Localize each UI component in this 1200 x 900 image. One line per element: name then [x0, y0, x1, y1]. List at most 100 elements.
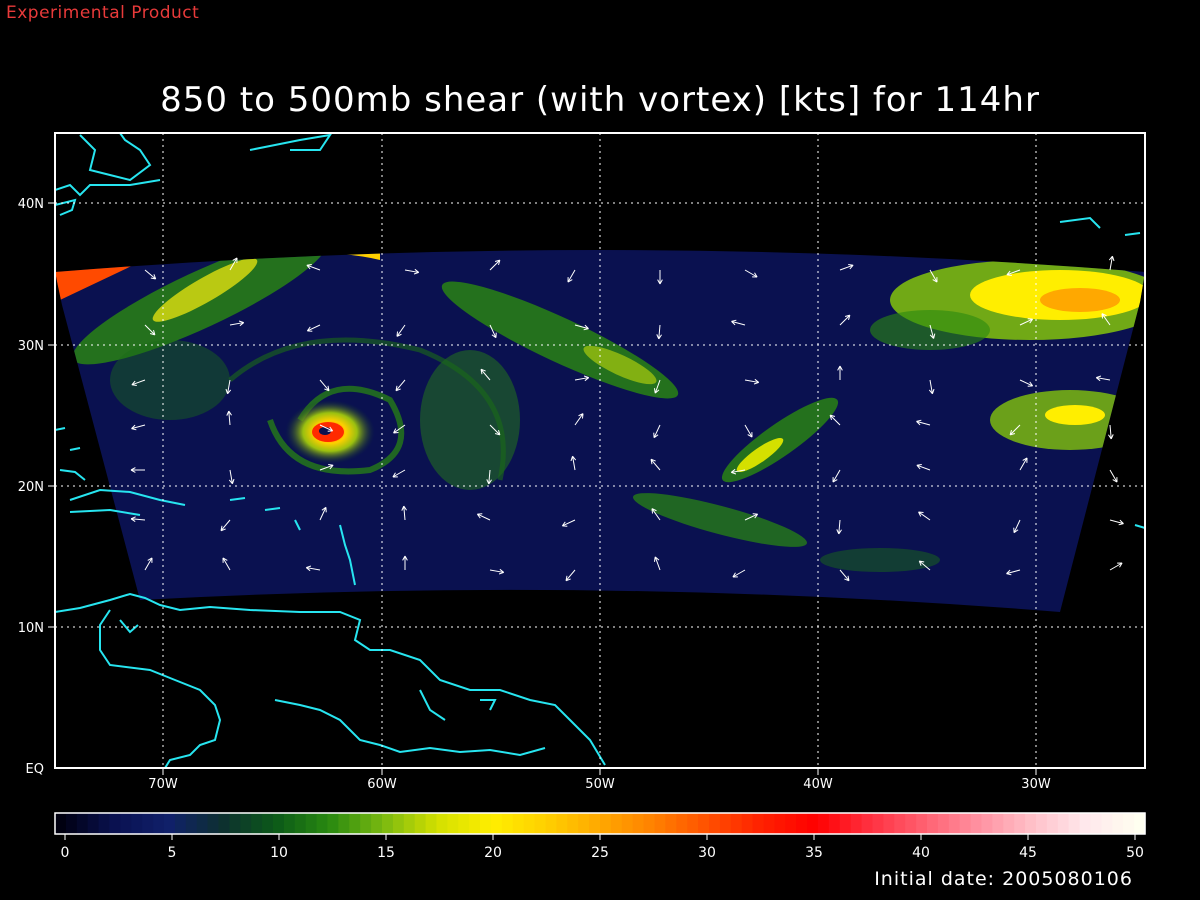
product-label: Experimental Product [6, 3, 200, 23]
wind-arrow [144, 269, 157, 280]
wind-arrow [916, 419, 931, 426]
wind-arrow [130, 467, 145, 473]
wind-arrow [225, 379, 232, 395]
wind-arrow [839, 569, 850, 582]
wind-arrow [1108, 255, 1115, 271]
wind-arrow [130, 516, 146, 522]
wind-arrow [489, 424, 501, 436]
wind-arrow [1019, 318, 1034, 326]
wind-arrow [392, 469, 406, 478]
wind-arrow [1108, 424, 1114, 440]
wind-arrow [144, 324, 156, 336]
wind-arrow [731, 319, 746, 326]
colorbar-tick-30: 30 [698, 845, 716, 861]
wind-arrow [567, 269, 576, 283]
wind-arrow [404, 268, 420, 275]
wind-arrow [144, 557, 153, 571]
wind-arrow [226, 410, 232, 426]
wind-arrow [1013, 519, 1021, 534]
wind-arrow [1019, 457, 1028, 471]
wind-arrow [656, 324, 662, 340]
wind-arrow [929, 269, 938, 283]
wind-arrow [744, 269, 758, 278]
wind-arrow [319, 506, 327, 521]
wind-arrow [229, 257, 238, 271]
wind-arrow [836, 519, 842, 535]
wind-arrow [476, 513, 491, 521]
colorbar-tick-10: 10 [270, 845, 288, 861]
wind-arrow [480, 368, 491, 381]
wind-arrow [1009, 424, 1021, 436]
lat-label-20n: 20N [18, 480, 44, 495]
wind-arrow [653, 424, 661, 439]
lon-label-70w: 70W [148, 777, 178, 792]
colorbar-tick-0: 0 [61, 845, 70, 861]
lon-label-50w: 50W [585, 777, 615, 792]
wind-arrow [220, 519, 231, 532]
colorbar-tick-20: 20 [484, 845, 502, 861]
wind-arrow [744, 424, 753, 438]
wind-arrow [565, 569, 576, 582]
wind-arrow [319, 424, 334, 432]
colorbar-tick-15: 15 [377, 845, 395, 861]
wind-arrow [730, 468, 746, 475]
colorbar-tick-40: 40 [912, 845, 930, 861]
lat-label-eq: EQ [26, 762, 44, 777]
wind-arrow [489, 324, 497, 339]
wind-arrow [839, 314, 851, 326]
wind-arrow [744, 378, 760, 385]
wind-arrow [657, 270, 663, 285]
lon-label-40w: 40W [803, 777, 833, 792]
wind-arrow [229, 320, 245, 327]
map-title: 850 to 500mb shear (with vortex) [kts] f… [160, 80, 1040, 120]
wind-arrow [916, 463, 931, 471]
wind-arrow [744, 513, 759, 521]
wind-arrow [489, 568, 505, 575]
colorbar-tick-35: 35 [805, 845, 823, 861]
wind-arrow [918, 511, 931, 521]
wind-arrow [228, 469, 235, 485]
wind-arrow [653, 379, 661, 394]
colorbar-tick-5: 5 [168, 845, 177, 861]
wind-arrow [1095, 375, 1111, 382]
wind-arrow [839, 263, 854, 271]
wind-arrow [1109, 469, 1118, 483]
wind-arrow [1109, 519, 1124, 526]
graticule [55, 133, 1145, 768]
wind-arrow [929, 324, 936, 339]
wind-arrow [393, 424, 406, 434]
wind-arrow [653, 556, 661, 571]
wind-arrow [401, 505, 407, 521]
wind-arrow [918, 560, 931, 571]
wind-arrow [832, 469, 841, 483]
wind-arrow [651, 508, 661, 521]
wind-arrow [131, 379, 146, 387]
wind-arrow [305, 565, 321, 572]
lon-label-30w: 30W [1021, 777, 1051, 792]
wind-arrow [1109, 562, 1123, 571]
wind-arrow [131, 424, 146, 431]
wind-arrow [1019, 379, 1034, 387]
wind-arrow [829, 414, 841, 426]
wind-arrow [489, 259, 501, 271]
wind-arrow [319, 463, 334, 471]
wind-arrow [402, 555, 408, 570]
lon-label-60w: 60W [367, 777, 397, 792]
colorbar: 0 5 10 15 20 25 30 35 40 45 50 [54, 812, 1146, 861]
initial-date: Initial date: 2005080106 [874, 868, 1133, 890]
lat-label-10n: 10N [18, 621, 44, 636]
wind-arrow [306, 324, 321, 332]
wind-arrow [306, 263, 321, 271]
wind-arrow [222, 557, 231, 571]
wind-arrow [574, 324, 589, 331]
lat-label-30n: 30N [18, 339, 44, 354]
wind-arrow [650, 458, 661, 471]
wind-vectors [130, 255, 1124, 582]
wind-arrow [574, 413, 584, 426]
wind-arrow [1006, 569, 1021, 576]
wind-arrow [574, 375, 590, 382]
shear-field [55, 250, 1145, 612]
colorbar-tick-25: 25 [591, 845, 609, 861]
wind-arrow [1101, 313, 1111, 326]
